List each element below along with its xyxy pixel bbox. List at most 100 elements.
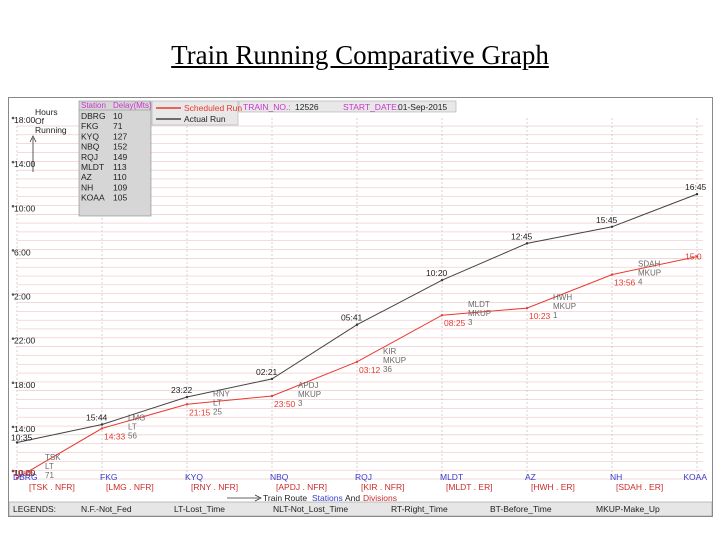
train-running-chart: 10:0014:0018:0022:002:006:0010:0014:0018… xyxy=(8,100,713,517)
x-axis-label-divisions: Divisions xyxy=(363,493,397,503)
train-route-arrow-icon xyxy=(254,494,262,502)
annotation-line: MLDT xyxy=(468,300,490,309)
ytick-label: 18:00 xyxy=(14,380,36,390)
y-axis-label-line2: Of xyxy=(35,116,45,126)
y-axis-label-line1: Hours xyxy=(35,107,58,117)
division-label: [KIR . NFR] xyxy=(361,482,404,492)
slide-title: Train Running Comparative Graph xyxy=(171,40,549,70)
y-axis-arrow-icon xyxy=(29,135,37,143)
delay-row-station: KYQ xyxy=(81,131,99,141)
delay-row-value: 105 xyxy=(113,193,127,203)
x-axis-label-route: Train Route xyxy=(263,493,307,503)
actual-point-label: 05:41 xyxy=(341,313,363,323)
station-label: RQJ xyxy=(355,472,372,482)
x-axis-label-stations: Stations xyxy=(312,493,343,503)
scheduled-point-label: 10:23 xyxy=(529,311,551,321)
scheduled-point-label: 10:25 xyxy=(13,468,35,478)
scheduled-point-label: 23:50 xyxy=(274,399,296,409)
delay-row-station: NBQ xyxy=(81,142,100,152)
annotation-line: 1 xyxy=(553,311,558,320)
actual-point xyxy=(270,377,274,381)
delay-row-station: KOAA xyxy=(81,193,105,203)
chart-frame: 10:00 14:00 18:00 22:00 2:00 6:00 10:00 14:00 18… xyxy=(8,97,713,517)
scheduled-point xyxy=(185,403,189,406)
annotation-line: KIR xyxy=(383,347,397,356)
delay-row-value: 152 xyxy=(113,142,127,152)
actual-point-label: 15:44 xyxy=(86,412,108,422)
annotation-line: 3 xyxy=(298,399,303,408)
delay-row-station: NH xyxy=(81,182,93,192)
delay-row-station: AZ xyxy=(81,172,92,182)
annotation-line: LMG xyxy=(128,413,145,422)
train-no-value: 12526 xyxy=(295,102,319,112)
legends-bar-item: MKUP-Make_Up xyxy=(596,504,660,514)
ytick-dot xyxy=(11,469,15,473)
scheduled-point-label: 21:15 xyxy=(189,407,211,417)
actual-point xyxy=(440,278,444,282)
legends-bar-item: LT-Lost_Time xyxy=(174,504,225,514)
header-info-bar xyxy=(238,100,457,113)
annotation-line: LT xyxy=(213,398,222,407)
y-tick-labels: 10:0014:0018:0022:002:006:0010:0014:0018… xyxy=(11,115,36,478)
ytick-dot xyxy=(11,337,15,340)
division-label: [TSK . NFR] xyxy=(29,482,75,492)
annotation-line: MKUP xyxy=(638,269,661,278)
station-label: FKG xyxy=(100,472,117,482)
legends-bar-item: N.F.-Not_Fed xyxy=(81,504,132,514)
grid-layer xyxy=(16,118,703,481)
ytick-label: 22:00 xyxy=(14,336,36,346)
station-label: KOAA xyxy=(683,472,707,482)
scheduled-point xyxy=(440,314,444,317)
annotation-line: RNY xyxy=(213,389,231,398)
scheduled-point-label: 15:0 xyxy=(685,252,702,262)
legend-box xyxy=(151,100,239,126)
station-label: NBQ xyxy=(270,472,289,482)
ytick-label: 18:00 xyxy=(14,115,36,125)
scheduled-point-label: 13:56 xyxy=(614,278,636,288)
delay-table-col-delay: Delay(Mts) xyxy=(113,101,152,110)
delay-row-value: 127 xyxy=(113,131,127,141)
scheduled-point-label: 14:33 xyxy=(104,431,126,441)
scheduled-point xyxy=(355,360,359,364)
station-label: DBRG xyxy=(13,472,38,482)
scheduled-point xyxy=(100,427,104,430)
annotation-line: TSK xyxy=(45,453,61,462)
delay-row-station: RQJ xyxy=(81,152,98,162)
delay-row-value: 110 xyxy=(113,172,127,182)
annotation-line: APDJ xyxy=(298,381,318,390)
delay-row-value: 10 xyxy=(113,111,123,121)
annotation-line: MKUP xyxy=(553,302,576,311)
station-label: NH xyxy=(610,472,622,482)
actual-point-label: 12:45 xyxy=(511,231,533,241)
delay-table-col-station: Station xyxy=(81,101,106,110)
legends-bar-item: BT-Before_Time xyxy=(490,504,552,514)
delay-row-station: FKG xyxy=(81,121,98,131)
actual-point xyxy=(185,395,189,399)
annotation-line: LT xyxy=(45,462,54,471)
ytick-label: 14:00 xyxy=(14,424,36,434)
annotation-line: MKUP xyxy=(383,356,406,365)
point-labels: 10:25 14:33 21:15 23:50 03:12 08:25 10:23 13:56… xyxy=(11,182,707,480)
start-date-label: START_DATE: xyxy=(343,102,399,112)
annotation-line: LT xyxy=(128,422,137,431)
legend-actual-label: Actual Run xyxy=(184,114,226,124)
delay-row-station: MLDT xyxy=(81,162,104,172)
actual-point-label: 10:35 xyxy=(11,432,33,442)
station-annotations: TSKLT71LMGLT56RNYLT25APDJMKUP3KIRMKUP36M… xyxy=(45,260,661,481)
division-label: [MLDT . ER] xyxy=(446,482,493,492)
delay-row-value: 113 xyxy=(113,162,127,172)
annotation-line: SDAH xyxy=(638,260,660,269)
x-axis-labels: DBRG FKG KYQ NBQ RQJ MLDT AZ NH KOAA [TSK . NFR] [… xyxy=(13,472,707,492)
legends-bar-item: NLT-Not_Lost_Time xyxy=(273,504,348,514)
actual-point-label: 15:45 xyxy=(596,215,618,225)
delay-row-value: 71 xyxy=(113,121,123,131)
annotation-line: MKUP xyxy=(468,309,491,318)
actual-point xyxy=(100,423,104,426)
division-label: [HWH . ER] xyxy=(531,482,575,492)
annotation-line: 4 xyxy=(638,278,643,287)
legends-bar-item: RT-Right_Time xyxy=(391,504,448,514)
station-label: MLDT xyxy=(440,472,463,482)
actual-point-label: 02:21 xyxy=(256,367,278,377)
x-axis-label-and: And xyxy=(345,493,360,503)
scheduled-point xyxy=(610,273,614,276)
